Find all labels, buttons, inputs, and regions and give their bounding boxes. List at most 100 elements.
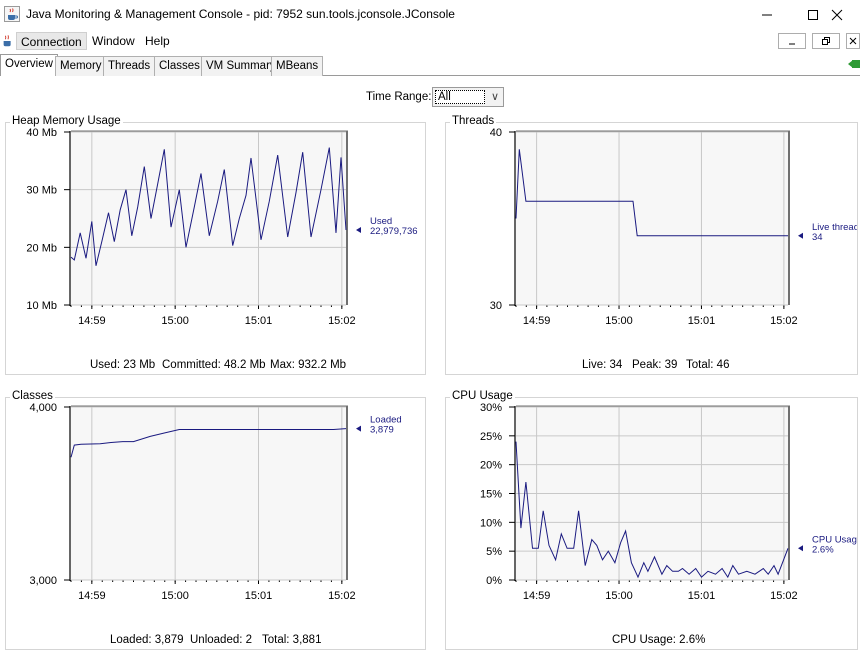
y-tick-label: 30 xyxy=(490,300,502,312)
classes-panel-title: Classes xyxy=(10,390,55,402)
plot-area xyxy=(71,407,346,580)
mdi-minimize-button[interactable] xyxy=(778,33,806,49)
time-range-select[interactable]: All ∨ xyxy=(432,87,504,107)
window-title: Java Monitoring & Management Console - p… xyxy=(26,7,455,21)
legend-label: CPU Usage xyxy=(812,534,857,545)
legend-marker xyxy=(798,232,803,239)
threads-footer-total: Total: 46 xyxy=(686,359,730,371)
cpu-usage-chart: 14:59 15:00 15:01 15:02 0% 5% 10% 15% 20% 25% 30% C… xyxy=(480,402,857,602)
cpu-footer: CPU Usage: 2.6% xyxy=(612,634,706,646)
java-coffee-icon xyxy=(3,35,11,47)
classes-footer-total: Total: 3,881 xyxy=(262,634,322,646)
series-line xyxy=(70,147,347,266)
legend-value: 34 xyxy=(812,232,823,243)
x-tick-label: 15:01 xyxy=(245,590,273,602)
threads-chart: 14:59 15:00 15:01 15:02 30 40 Live threads34 xyxy=(490,127,857,327)
tab-bar: Overview Memory Threads Classes VM Summa… xyxy=(0,54,860,76)
legend-value: 2.6% xyxy=(812,544,834,555)
restore-icon xyxy=(822,37,830,45)
y-tick-label: 10 Mb xyxy=(26,300,57,312)
heap-footer-used: Used: 23 Mb xyxy=(90,359,156,371)
y-tick-label: 0% xyxy=(486,575,502,587)
y-tick-label: 10% xyxy=(480,517,502,529)
legend-label: Live threads xyxy=(812,222,857,233)
heap-footer-max: Max: 932.2 Mb xyxy=(270,359,347,371)
minimize-icon xyxy=(789,43,795,45)
tab-vm-summary[interactable]: VM Summary xyxy=(201,56,281,76)
time-range-label: Time Range: xyxy=(366,91,432,103)
y-tick-label: 25% xyxy=(480,431,502,443)
overview-panel: Time Range: All ∨ Heap Memory Usage 14:5… xyxy=(0,76,860,659)
threads-footer-peak: Peak: 39 xyxy=(632,359,678,371)
minimize-button[interactable] xyxy=(744,0,790,30)
heap-footer-committed: Committed: 48.2 Mb xyxy=(162,359,266,371)
x-tick-label: 14:59 xyxy=(78,315,106,327)
series-line xyxy=(70,428,347,458)
x-tick-label: 14:59 xyxy=(523,590,551,602)
maximize-button[interactable] xyxy=(790,0,836,30)
series-line xyxy=(515,149,788,237)
x-tick-label: 14:59 xyxy=(78,590,106,602)
y-tick-label: 40 Mb xyxy=(26,127,57,139)
classes-footer-loaded: Loaded: 3,879 xyxy=(110,634,184,646)
plot-area xyxy=(516,132,788,305)
menu-connection[interactable]: Connection xyxy=(16,32,87,50)
menu-window[interactable]: Window xyxy=(92,34,135,48)
y-tick-label: 4,000 xyxy=(29,402,57,414)
legend-marker xyxy=(356,425,361,432)
y-tick-label: 20% xyxy=(480,460,502,472)
close-icon xyxy=(849,37,857,45)
mdi-close-button[interactable] xyxy=(846,33,860,49)
x-tick-label: 15:02 xyxy=(328,590,356,602)
x-tick-label: 14:59 xyxy=(523,315,551,327)
y-tick-label: 20 Mb xyxy=(26,242,57,254)
tab-mbeans[interactable]: MBeans xyxy=(271,56,324,76)
legend-marker xyxy=(356,227,361,234)
y-tick-label: 30% xyxy=(480,402,502,414)
series-line xyxy=(515,441,789,579)
close-button[interactable] xyxy=(814,0,860,30)
y-tick-label: 15% xyxy=(480,489,502,501)
legend-value: 22,979,736 xyxy=(370,226,418,237)
menu-help[interactable]: Help xyxy=(145,34,170,48)
classes-chart: 14:59 15:00 15:01 15:02 3,000 4,000 Loaded3,87… xyxy=(29,402,402,602)
menu-bar: Connection Window Help xyxy=(0,30,860,52)
java-coffee-icon xyxy=(4,6,20,22)
classes-footer-unloaded: Unloaded: 2 xyxy=(190,634,253,646)
heap-memory-chart: 14:59 15:00 15:01 15:02 10 Mb 20 Mb 30 Mb 40 Mb… xyxy=(26,127,418,327)
threads-panel: Threads 14:59 15:00 15:01 15:02 30 40 Live thr… xyxy=(445,115,858,375)
maximize-icon xyxy=(808,10,818,20)
x-tick-label: 15:02 xyxy=(770,315,798,327)
legend-label: Loaded xyxy=(370,415,402,426)
y-tick-label: 40 xyxy=(490,127,502,139)
classes-panel: Classes 14:59 15:00 15:01 15:02 3,000 4,000 Lo… xyxy=(5,390,426,650)
heap-memory-panel: Heap Memory Usage 14:59 15:00 15:01 15:02 10… xyxy=(5,115,426,375)
tab-overview[interactable]: Overview xyxy=(0,54,58,76)
threads-footer-live: Live: 34 xyxy=(582,359,623,371)
x-tick-label: 15:01 xyxy=(688,590,716,602)
y-tick-label: 30 Mb xyxy=(26,185,57,197)
x-tick-label: 15:01 xyxy=(688,315,716,327)
legend-value: 3,879 xyxy=(370,425,394,436)
time-range-value: All xyxy=(435,90,485,104)
chevron-down-icon: ∨ xyxy=(490,91,499,103)
x-tick-label: 15:00 xyxy=(161,315,189,327)
heap-panel-title: Heap Memory Usage xyxy=(10,115,123,127)
mdi-restore-button[interactable] xyxy=(812,33,840,49)
tab-memory[interactable]: Memory xyxy=(55,56,107,76)
tab-classes[interactable]: Classes xyxy=(154,56,205,76)
minimize-icon xyxy=(762,14,772,16)
cpu-usage-panel: CPU Usage 14:59 15:00 15:01 15:02 0% 5% 10% 15%… xyxy=(445,390,858,650)
legend-label: Used xyxy=(370,216,392,227)
tab-threads[interactable]: Threads xyxy=(103,56,156,76)
x-tick-label: 15:00 xyxy=(161,590,189,602)
x-tick-label: 15:01 xyxy=(245,315,273,327)
plot-area xyxy=(71,132,346,305)
connection-status-icon xyxy=(848,60,860,68)
threads-panel-title: Threads xyxy=(450,115,497,127)
y-tick-label: 5% xyxy=(486,546,502,558)
legend-marker xyxy=(798,545,803,552)
close-icon xyxy=(831,9,843,21)
x-tick-label: 15:02 xyxy=(770,590,798,602)
y-tick-label: 3,000 xyxy=(29,575,57,587)
